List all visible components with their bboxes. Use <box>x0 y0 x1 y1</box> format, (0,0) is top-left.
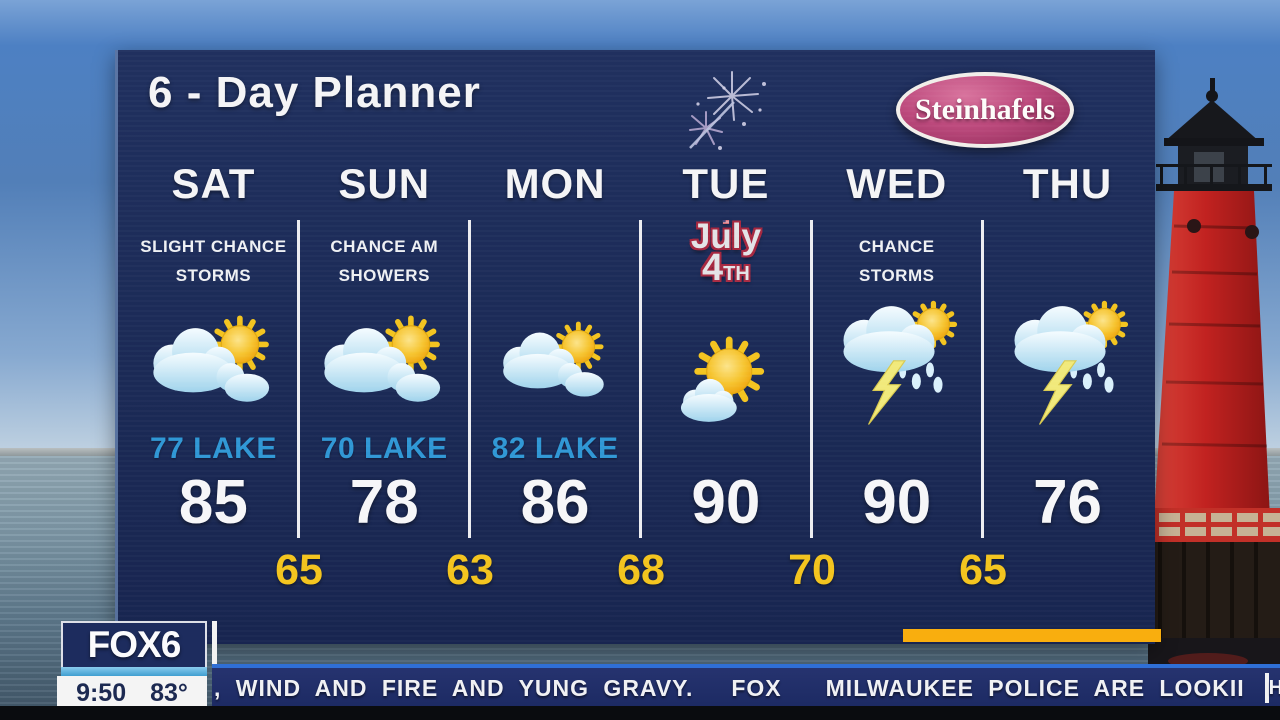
column-divider <box>297 220 300 538</box>
forecast-columns: SAT SLIGHT CHANCE STORMS 77 LAKE 85 SUN … <box>128 160 1153 540</box>
day-name: THU <box>1022 160 1113 207</box>
condition-line-1: CHANCE <box>858 237 935 256</box>
condition-text <box>982 218 1153 292</box>
high-temp: 90 <box>862 468 932 537</box>
high-temp: 78 <box>349 468 419 537</box>
steinhafels-logo: Steinhafels <box>896 72 1074 148</box>
day-column-sun: SUN CHANCE AM SHOWERS 70 LAKE 78 <box>299 160 470 540</box>
holiday-numeral: 4 <box>702 247 724 289</box>
column-divider <box>468 220 471 538</box>
condition-text: CHANCE AM SHOWERS <box>299 218 470 292</box>
holiday-date: 4TH <box>702 247 750 292</box>
headlines-label: HEADLINES <box>1269 677 1280 700</box>
low-temp: 68 <box>617 546 665 594</box>
accent-yellow-bar <box>903 629 1161 642</box>
condition-text: SLIGHT CHANCE STORMS <box>128 218 299 292</box>
day-name: MON <box>504 160 606 207</box>
low-temp: 70 <box>788 546 836 594</box>
day-column-thu: THU 76 <box>982 160 1153 540</box>
condition-line-2: SHOWERS <box>338 266 430 285</box>
condition-line-1: CHANCE AM <box>330 237 439 256</box>
column-divider <box>810 220 813 538</box>
column-divider <box>639 220 642 538</box>
day-column-sat: SAT SLIGHT CHANCE STORMS 77 LAKE 85 <box>128 160 299 540</box>
news-ticker: , WIND AND FIRE AND YUNG GRAVY. FOX MILW… <box>212 664 1280 708</box>
day-column-mon: MON 82 LAKE 86 <box>470 160 641 540</box>
condition-text: CHANCE STORMS <box>811 218 982 292</box>
high-temp: 85 <box>178 468 248 537</box>
low-temp: 65 <box>959 546 1007 594</box>
lake-temp: 82 LAKE <box>491 432 619 465</box>
high-temp: 76 <box>1033 468 1103 537</box>
six-day-planner-panel: 6 - Day Planner Steinhafels <box>115 50 1155 644</box>
holiday-word: July <box>690 217 761 256</box>
partly-cloudy-icon <box>299 292 470 432</box>
day-name: TUE <box>682 160 770 207</box>
high-temp: 86 <box>520 468 590 537</box>
lake-temp: 77 LAKE <box>149 432 277 465</box>
condition-line-1: SLIGHT CHANCE <box>140 237 287 256</box>
ticker-divider <box>1264 673 1269 703</box>
ticker-text-left: , WIND AND FIRE AND YUNG GRAVY. <box>214 674 694 701</box>
condition-text <box>470 218 641 292</box>
us-flag-icon <box>695 220 757 224</box>
july-4th-graphic: July 4TH <box>640 218 811 292</box>
day-name: SAT <box>171 160 256 207</box>
current-time: 9:50 <box>76 678 127 707</box>
current-temp: 83° <box>150 678 188 707</box>
bug-blue-stripe <box>61 667 207 676</box>
low-temp: 63 <box>446 546 494 594</box>
lake-temp <box>982 432 1153 468</box>
station-name: FOX6 <box>87 624 182 665</box>
low-temp: 65 <box>275 546 323 594</box>
time-temp-box: 9:50 83° <box>57 676 207 710</box>
fox-network-logo: FOX <box>731 674 782 701</box>
day-column-tue: TUE July 4TH 90 <box>640 160 811 540</box>
fox6-logo: FOX6 <box>61 621 207 667</box>
day-name: SUN <box>338 160 431 207</box>
partly-cloudy-icon <box>470 292 641 432</box>
mostly-sunny-icon <box>640 292 811 432</box>
condition-line-2: STORMS <box>175 266 252 285</box>
partly-cloudy-icon <box>128 292 299 432</box>
lake-temp: 70 LAKE <box>320 432 448 465</box>
thunderstorm-icon <box>811 292 982 432</box>
station-bug: FOX6 9:50 83° <box>57 621 217 710</box>
fireworks-graphic <box>689 71 766 150</box>
day-column-wed: WED CHANCE STORMS 90 <box>811 160 982 540</box>
ticker-text-right: MILWAUKEE POLICE ARE LOOKII <box>825 674 1245 701</box>
condition-line-2: STORMS <box>859 266 935 285</box>
day-name: WED <box>846 160 948 207</box>
lake-temp <box>811 432 982 468</box>
bottom-letterbox <box>0 706 1280 720</box>
page-title: 6 - Day Planner <box>148 68 481 117</box>
holiday-suffix: TH <box>723 263 750 285</box>
lighthouse-photo <box>1148 78 1280 710</box>
sponsor-name: Steinhafels <box>914 93 1055 126</box>
high-temp: 90 <box>691 468 761 537</box>
lake-temp <box>640 432 811 468</box>
thunderstorm-icon <box>982 292 1153 432</box>
column-divider <box>981 220 984 538</box>
